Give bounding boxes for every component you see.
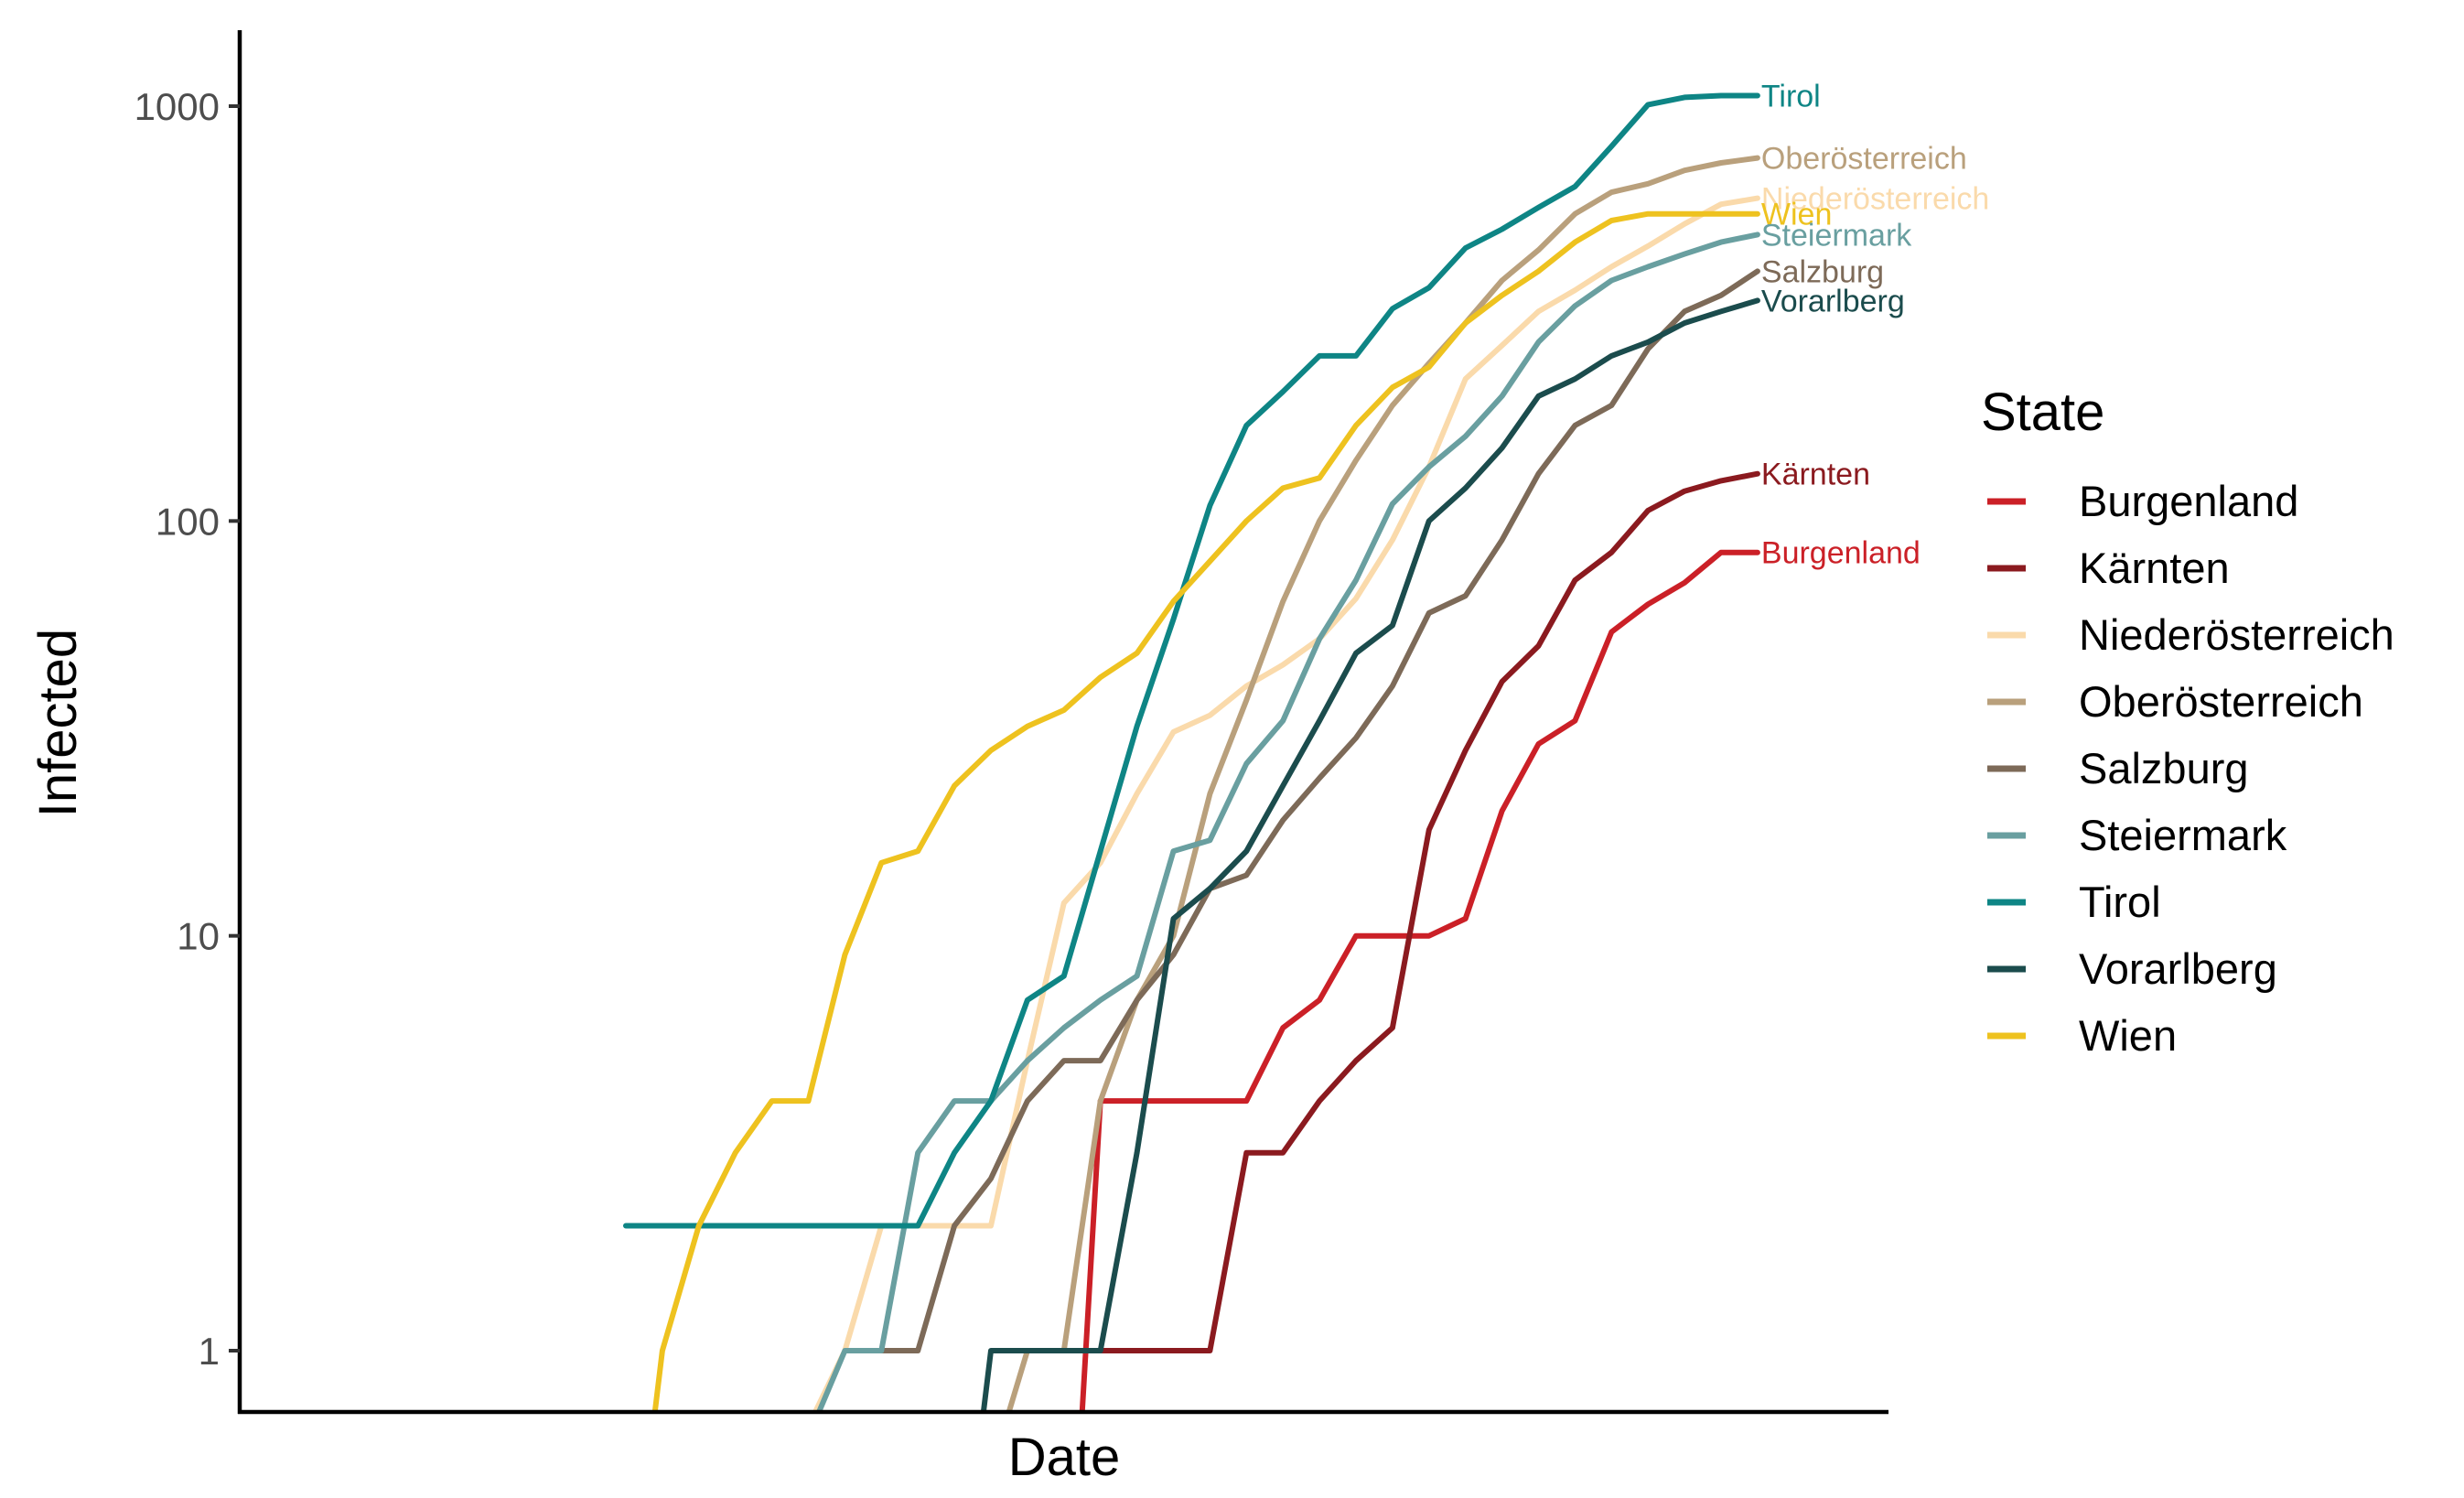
y-tick-label: 1000 <box>134 85 220 128</box>
end-label-salzburg: Salzburg <box>1761 254 1884 289</box>
end-label-burgenland: Burgenland <box>1761 536 1921 571</box>
y-ticks: 1 10 100 1000 <box>134 85 240 1373</box>
series-line-vorarlberg <box>981 297 1760 1414</box>
legend-label-steiermark: Steiermark <box>2079 811 2287 859</box>
y-tick-label: 10 <box>177 915 220 958</box>
series-line-niederosterreich <box>812 195 1760 1414</box>
legend-title: State <box>1981 383 2104 442</box>
y-axis-title: Infected <box>28 629 88 817</box>
end-label-vorarlberg: Vorarlberg <box>1761 284 1905 318</box>
legend-label-wien: Wien <box>2079 1011 2177 1060</box>
legend-label-burgenland: Burgenland <box>2079 477 2298 525</box>
end-label-niederosterreich: Niederösterreich <box>1761 182 1989 217</box>
legend-label-tirol: Tirol <box>2079 878 2161 926</box>
series-line-oberosterreich <box>1006 155 1760 1414</box>
legend-label-vorarlberg: Vorarlberg <box>2079 944 2277 993</box>
series-line-karnten <box>1060 470 1760 1353</box>
end-label-steiermark: Steiermark <box>1761 218 1912 253</box>
x-axis-title: Date <box>1008 1428 1121 1487</box>
end-label-wien: Wien <box>1761 198 1832 232</box>
legend-label-oberosterreich: Oberösterreich <box>2079 677 2363 726</box>
end-label-oberosterreich: Oberösterreich <box>1761 142 1967 177</box>
series-line-salzburg <box>878 268 1760 1353</box>
y-tick-label: 1 <box>199 1330 220 1373</box>
legend-label-niederosterreich: Niederösterreich <box>2079 610 2394 659</box>
legend-label-karnten: Kärnten <box>2079 544 2230 592</box>
end-label-tirol: Tirol <box>1761 80 1821 114</box>
series-end-labels: TirolOberösterreichNiederösterreichWienS… <box>1761 80 1989 571</box>
axes <box>237 30 1888 1415</box>
series-line-tirol <box>623 92 1760 1229</box>
series-line-steiermark <box>816 232 1760 1414</box>
legend: State Burgenland Kärnten Niederösterreich O… <box>1981 383 2394 1060</box>
y-tick-label: 100 <box>156 500 220 543</box>
series-line-wien <box>651 210 1760 1414</box>
legend-label-salzburg: Salzburg <box>2079 744 2249 792</box>
series-lines <box>623 92 1760 1414</box>
end-label-karnten: Kärnten <box>1761 458 1870 492</box>
